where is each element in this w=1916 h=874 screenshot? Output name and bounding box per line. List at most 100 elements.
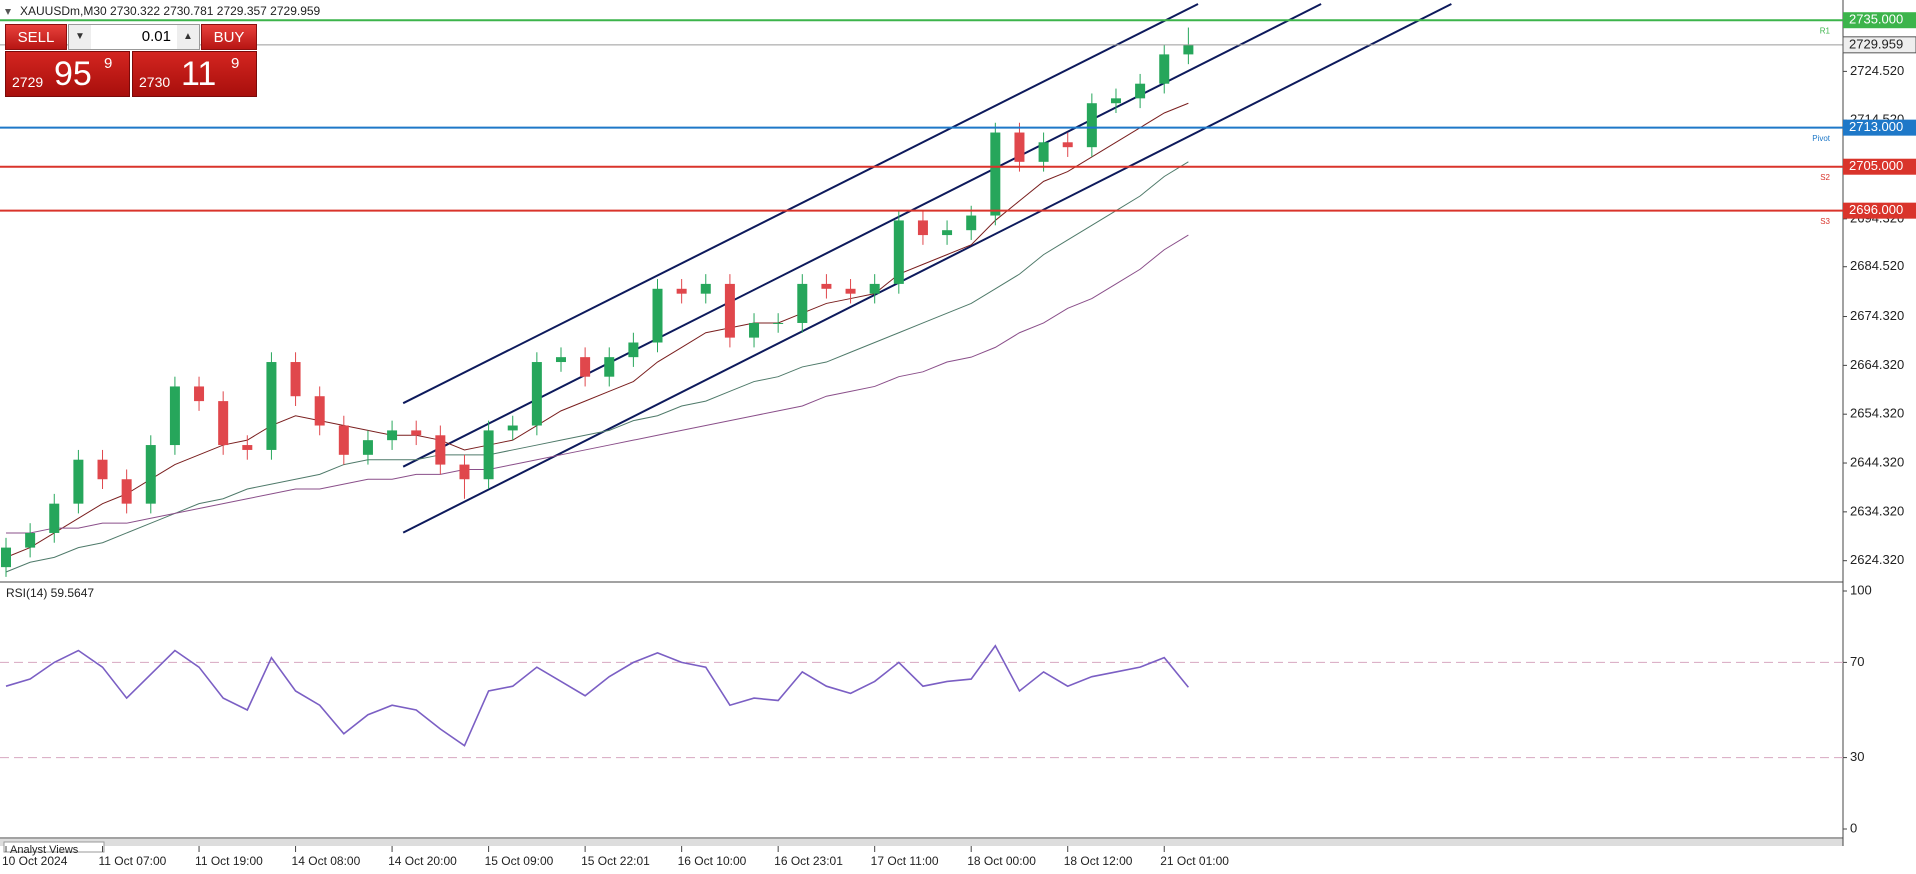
- y-tick-label: 30: [1850, 749, 1864, 764]
- x-tick-label: 10 Oct 2024: [2, 854, 68, 868]
- level-tag: R1: [1820, 26, 1831, 35]
- y-tick-label: 2684.520: [1850, 258, 1904, 273]
- x-tick-label: 11 Oct 07:00: [99, 854, 167, 868]
- level-label: 2713.000: [1849, 119, 1903, 134]
- candle-body: [338, 425, 349, 455]
- candle-body: [49, 503, 60, 533]
- candle-body: [724, 283, 735, 338]
- bid-pips: 95: [54, 55, 92, 93]
- candle-body: [845, 288, 856, 294]
- candle-body: [821, 283, 832, 289]
- candle-body: [917, 220, 928, 236]
- candle-body: [580, 357, 591, 377]
- candle-body: [893, 220, 904, 284]
- analyst-tab[interactable]: [3, 841, 105, 853]
- bid-point: 9: [104, 55, 113, 72]
- candle-body: [1, 547, 11, 568]
- candle-body: [1110, 98, 1121, 104]
- ask-big: 2730: [139, 74, 171, 90]
- candle-body: [25, 532, 36, 548]
- candle-body: [1135, 83, 1146, 99]
- current-price-label: 2729.959: [1849, 36, 1903, 51]
- symbol-header: XAUUSDm,M30 2730.322 2730.781 2729.357 2…: [20, 4, 321, 18]
- candle-body: [942, 230, 953, 236]
- lot-up[interactable]: ▲: [177, 25, 199, 49]
- candle-body: [749, 322, 760, 338]
- trendline: [402, 3, 1199, 405]
- level-label: 2705.000: [1849, 158, 1903, 173]
- lot-down[interactable]: ▼: [69, 25, 91, 49]
- x-tick-label: 15 Oct 22:01: [581, 854, 650, 868]
- y-tick-label: 2654.320: [1850, 406, 1904, 421]
- candle-body: [628, 342, 639, 358]
- y-tick-label: 0: [1850, 820, 1857, 835]
- ask-point: 9: [231, 55, 240, 72]
- candle-body: [1159, 54, 1170, 84]
- moving-average: [6, 234, 1189, 534]
- bid-big: 2729: [12, 74, 44, 90]
- candle-body: [966, 215, 977, 231]
- level-label: 2696.000: [1849, 202, 1903, 217]
- candle-body: [1086, 103, 1097, 148]
- rsi-line: [5, 644, 1189, 747]
- lot-input[interactable]: ▼ 0.01 ▲: [68, 24, 200, 50]
- candle-body: [990, 132, 1001, 216]
- level-label-bg: [1843, 119, 1916, 136]
- rsi-title: RSI(14) 59.5647: [6, 586, 94, 600]
- level-label-bg: [1843, 158, 1916, 175]
- candle-body: [1014, 132, 1025, 162]
- candle-body: [531, 362, 542, 426]
- y-tick-label: 2624.320: [1850, 552, 1904, 567]
- y-tick-label: 70: [1850, 654, 1864, 669]
- candle-body: [797, 283, 808, 323]
- candle-body: [1062, 142, 1073, 148]
- candle-body: [676, 288, 687, 294]
- y-tick-label: 100: [1850, 582, 1872, 597]
- buy-button[interactable]: BUY: [201, 24, 257, 50]
- x-tick-label: 14 Oct 08:00: [292, 854, 361, 868]
- candle-body: [435, 435, 446, 465]
- x-tick-label: 11 Oct 19:00: [195, 854, 263, 868]
- candle-body: [145, 445, 156, 504]
- sell-button[interactable]: SELL: [5, 24, 67, 50]
- analyst-tab-label[interactable]: Analyst Views: [10, 844, 79, 856]
- level-label-bg: [1843, 202, 1916, 219]
- current-price-tag: [1842, 36, 1916, 54]
- candle-body: [314, 396, 325, 426]
- moving-average: [5, 102, 1189, 558]
- candle-body: [652, 288, 663, 343]
- candle-body: [290, 362, 301, 397]
- x-tick-label: 16 Oct 10:00: [678, 854, 747, 868]
- trade-panel: SELL ▼ 0.01 ▲ BUY 2729 95 9 2730 11 9: [5, 24, 257, 97]
- level-label: 2735.000: [1849, 12, 1903, 27]
- candle-body: [483, 430, 494, 480]
- candle-body: [411, 430, 422, 436]
- candle-body: [73, 459, 84, 504]
- level-tag: S3: [1820, 217, 1830, 226]
- candle-body: [1183, 44, 1194, 55]
- candle-body: [169, 386, 180, 446]
- level-label-bg: [1843, 12, 1916, 29]
- candle-body: [507, 425, 518, 431]
- lot-value[interactable]: 0.01: [141, 28, 171, 45]
- ask-pips: 11: [181, 55, 217, 93]
- x-tick-label: 15 Oct 09:00: [485, 854, 554, 868]
- candle-body: [218, 401, 229, 446]
- candle-body: [459, 464, 470, 480]
- x-tick-label: 21 Oct 01:00: [1160, 854, 1229, 868]
- candle-body: [121, 479, 132, 504]
- candle-body: [869, 283, 880, 294]
- candle-body: [266, 362, 277, 450]
- candle-body: [773, 322, 784, 324]
- candle-body: [194, 386, 205, 402]
- bid-quote[interactable]: 2729 95 9: [5, 51, 130, 97]
- y-tick-label: 2634.320: [1850, 503, 1904, 518]
- candle-body: [97, 459, 108, 480]
- moving-average: [5, 161, 1189, 573]
- ask-quote[interactable]: 2730 11 9: [132, 51, 257, 97]
- menu-icon: [5, 9, 11, 15]
- y-tick-label: 2644.320: [1850, 454, 1904, 469]
